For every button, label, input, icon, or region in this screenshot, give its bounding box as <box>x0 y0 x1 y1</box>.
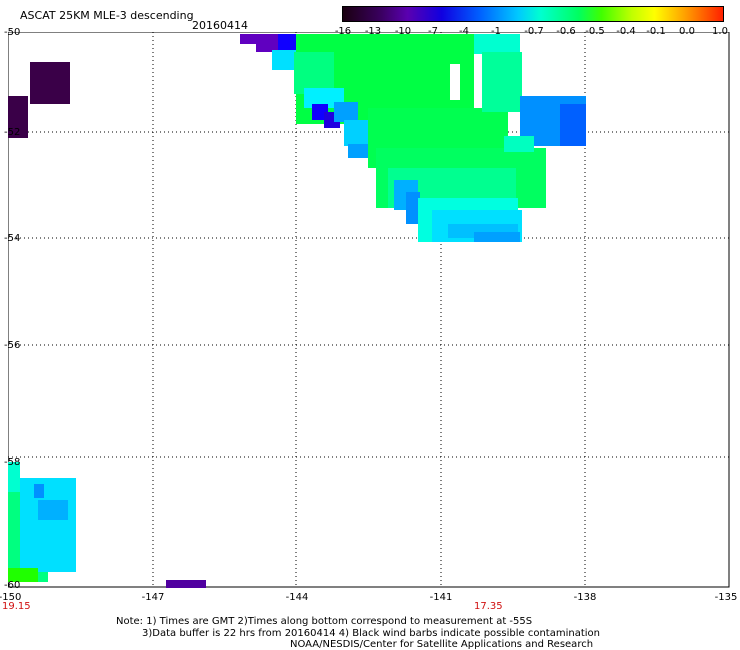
swath-bottom-left <box>8 462 76 582</box>
map-plot-area <box>8 32 730 588</box>
data-cell <box>482 52 522 112</box>
data-cell <box>348 144 368 158</box>
data-cell <box>406 192 420 224</box>
data-cell <box>272 50 296 70</box>
data-cell <box>294 52 334 94</box>
data-cell <box>344 120 372 146</box>
lat-label: -58 <box>4 457 21 468</box>
plot-frame <box>8 32 730 588</box>
data-cell <box>240 34 288 44</box>
lon-label: -144 <box>285 592 309 603</box>
lon-label: -150 <box>0 592 22 603</box>
data-cell <box>8 568 38 582</box>
colorbar <box>342 6 724 22</box>
lon-label: -147 <box>141 592 165 603</box>
map-date: 20160414 <box>192 19 248 32</box>
data-cell <box>278 34 298 54</box>
data-cell <box>504 136 534 152</box>
data-cell <box>560 104 586 146</box>
lon-label: -135 <box>714 592 738 603</box>
data-cell <box>474 232 520 242</box>
data-cell <box>474 34 520 54</box>
swath-top-left <box>8 62 70 138</box>
data-gap <box>450 64 460 100</box>
lat-label: -54 <box>4 233 21 244</box>
lon-label: -141 <box>429 592 453 603</box>
lon-label: -138 <box>573 592 597 603</box>
data-gap <box>508 116 522 126</box>
data-cell <box>256 42 280 52</box>
time-label-center: 17.35 <box>474 601 503 612</box>
lat-label: -56 <box>4 340 21 351</box>
lat-label: -50 <box>4 27 21 38</box>
note-line-1: Note: 1) Times are GMT 2)Times along bot… <box>116 616 533 627</box>
lat-label: -52 <box>4 127 21 138</box>
data-cell <box>8 96 28 138</box>
data-cell <box>20 478 76 572</box>
swath-bottom-cell <box>166 580 206 588</box>
data-cell <box>34 484 44 498</box>
swath-main <box>240 34 586 242</box>
note-line-3: NOAA/NESDIS/Center for Satellite Applica… <box>290 639 594 650</box>
note-line-2: 3)Data buffer is 22 hrs from 20160414 4)… <box>142 628 600 639</box>
data-cell <box>30 62 70 104</box>
map-title: ASCAT 25KM MLE-3 descending <box>20 9 194 22</box>
data-cell <box>38 500 68 520</box>
data-cell <box>334 102 358 122</box>
time-label-left: 19.15 <box>2 601 31 612</box>
lat-label: -60 <box>4 580 21 591</box>
